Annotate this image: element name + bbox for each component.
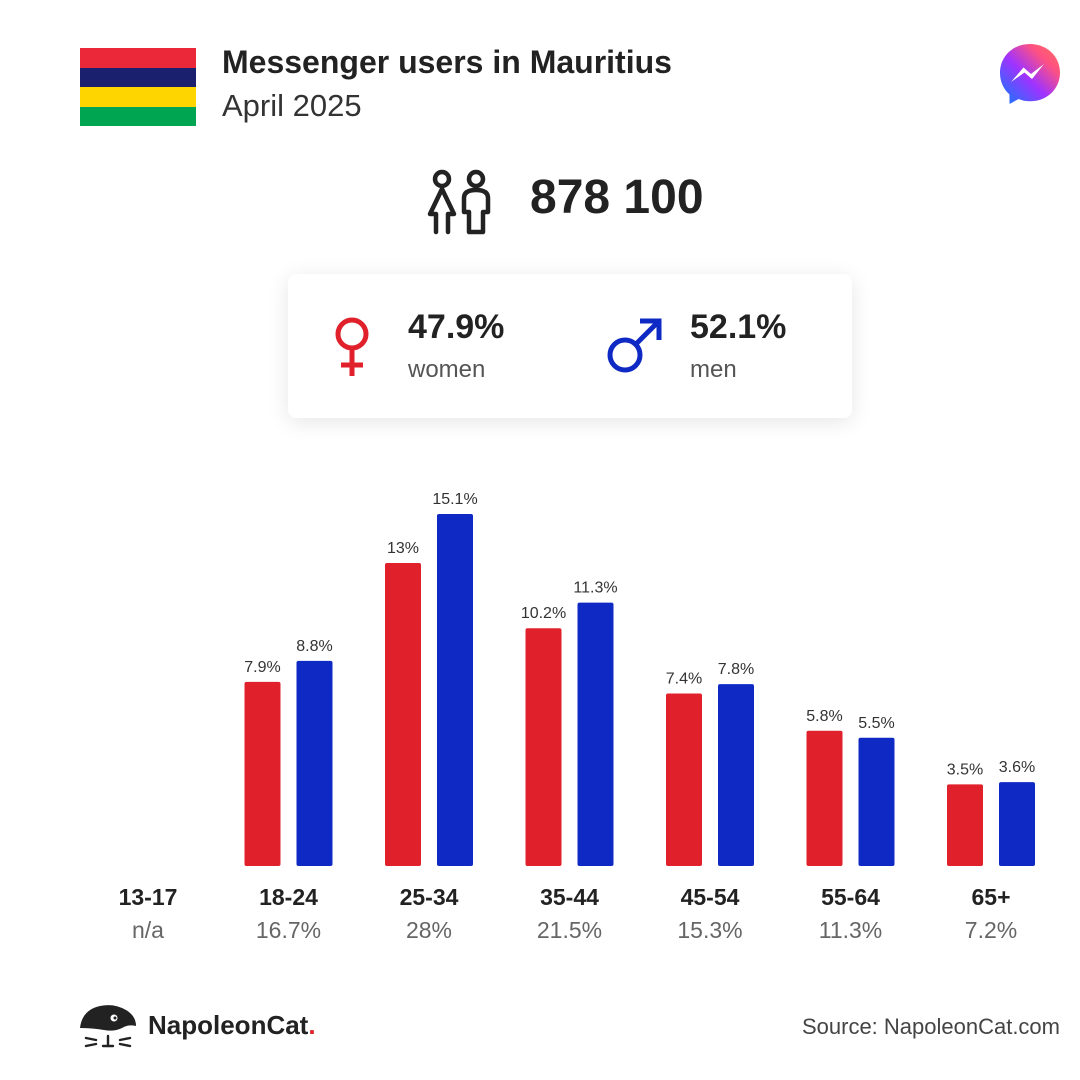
bar-women-55-64 — [806, 730, 843, 866]
flag-stripe-yellow — [80, 87, 196, 107]
bar-women-65+ — [947, 784, 983, 866]
flag-stripe-red — [80, 48, 196, 68]
napoleoncat-logo — [80, 1005, 136, 1048]
bar-value-label-men-45-54: 7.8% — [718, 661, 754, 678]
bar-men-45-54 — [718, 684, 754, 866]
bar-women-45-54 — [666, 693, 702, 866]
bar-value-label-men-65+: 3.6% — [999, 759, 1035, 776]
napoleoncat-wordmark: NapoleonCat. — [148, 1010, 316, 1041]
flag-stripe-blue — [80, 67, 196, 87]
age-group-total: 7.2% — [964, 917, 1018, 943]
bar-value-label-men-18-24: 8.8% — [296, 638, 332, 655]
age-group-total: 28% — [405, 917, 453, 943]
bar-women-35-44 — [525, 628, 562, 866]
age-group-label: 45-54 — [680, 884, 740, 910]
users-icon — [427, 169, 491, 235]
total-users: 878 100 — [530, 171, 704, 224]
age-group-label: 35-44 — [540, 884, 599, 910]
female-symbol-icon — [335, 317, 369, 376]
bar-value-label-men-35-44: 11.3% — [573, 580, 617, 597]
page-title: Messenger users in Mauritius — [222, 44, 672, 80]
age-group-total: 21.5% — [536, 917, 603, 943]
bar-value-label-women-25-34: 13% — [387, 540, 419, 557]
brand-name: NapoleonCat — [148, 1010, 309, 1040]
bar-men-55-64 — [858, 737, 895, 866]
bar-men-35-44 — [577, 602, 614, 866]
bar-men-25-34 — [437, 514, 473, 866]
age-group-total: n/a — [132, 917, 164, 943]
bar-men-18-24 — [296, 660, 333, 866]
bar-value-label-women-35-44: 10.2% — [521, 605, 566, 622]
women-label: women — [408, 356, 486, 383]
age-group-label: 65+ — [971, 884, 1011, 910]
bar-value-label-men-55-64: 5.5% — [858, 715, 894, 732]
age-group-label: 25-34 — [399, 884, 459, 910]
source-note: Source: NapoleonCat.com — [801, 1014, 1060, 1039]
page-subtitle: April 2025 — [222, 88, 362, 123]
gender-card: 47.9% women 52.1% men — [288, 274, 852, 418]
bar-value-label-women-45-54: 7.4% — [666, 670, 702, 687]
age-gender-bar-chart: 7.9% 8.8% 13% 15.1% 10.2% 11.3% 7.4% 7.8% 5.8% 5.… — [244, 491, 1035, 866]
bar-women-18-24 — [244, 681, 281, 866]
male-symbol-icon — [607, 318, 662, 373]
age-group-total: 15.3% — [677, 917, 743, 943]
age-group-label: 55-64 — [821, 884, 880, 910]
messenger-icon — [1000, 44, 1060, 104]
women-percent: 47.9% — [408, 308, 505, 346]
bar-men-65+ — [999, 782, 1035, 866]
bar-women-25-34 — [385, 562, 421, 866]
age-group-total: 16.7% — [255, 917, 322, 943]
age-group-total: 11.3% — [818, 917, 883, 943]
bar-value-label-women-65+: 3.5% — [947, 761, 983, 778]
men-percent: 52.1% — [690, 308, 787, 346]
age-group-label: 18-24 — [259, 884, 318, 910]
brand-dot: . — [308, 1010, 316, 1040]
men-label: men — [690, 356, 737, 383]
bar-value-label-women-18-24: 7.9% — [244, 659, 280, 676]
age-group-label: 13-17 — [118, 884, 178, 910]
bar-value-label-men-25-34: 15.1% — [432, 491, 477, 508]
mauritius-flag — [80, 48, 196, 126]
bar-value-label-women-55-64: 5.8% — [806, 708, 842, 725]
flag-stripe-green — [80, 106, 196, 126]
